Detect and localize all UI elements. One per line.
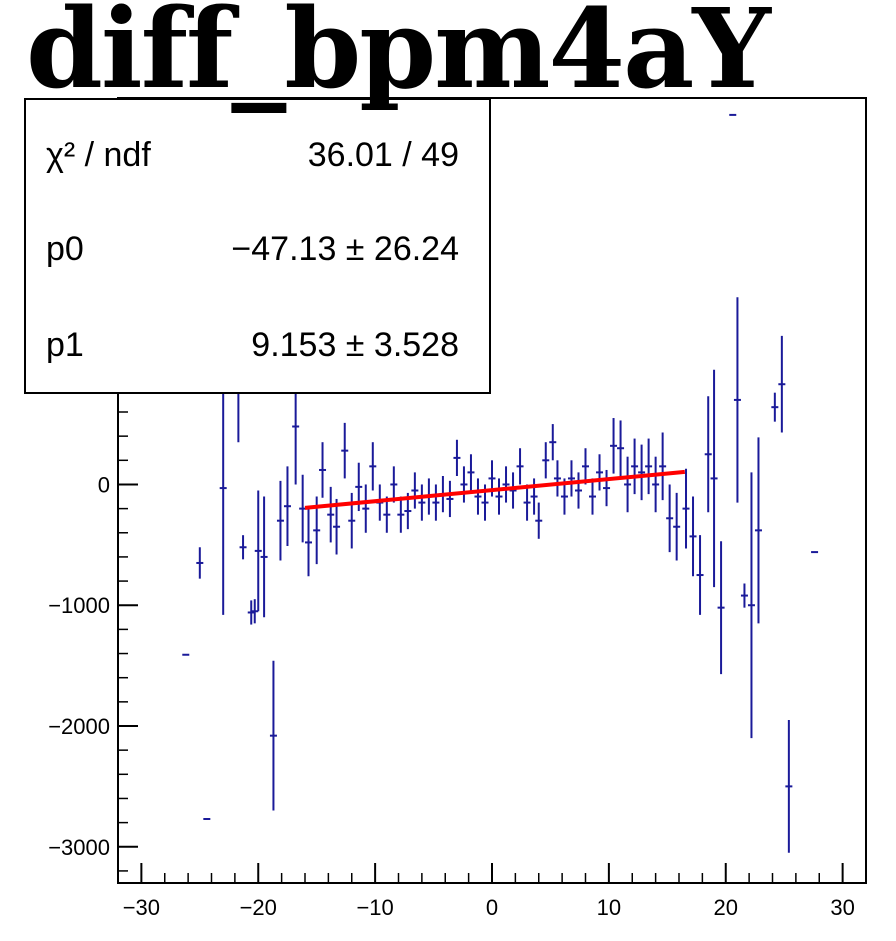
data-point	[582, 448, 589, 485]
data-point	[624, 456, 632, 513]
data-point	[219, 361, 227, 615]
data-point	[362, 484, 370, 533]
data-point	[333, 498, 341, 555]
data-point	[446, 480, 454, 518]
fit-line	[304, 469, 686, 510]
data-point	[610, 418, 618, 474]
data-point	[467, 454, 475, 491]
data-point	[754, 437, 762, 624]
data-point	[397, 496, 405, 533]
y-tick-label: −2000	[48, 714, 110, 739]
data-point	[778, 335, 786, 433]
data-point	[327, 486, 335, 543]
stats-label-chi2: χ² / ndf	[46, 136, 151, 174]
data-point	[567, 460, 575, 497]
data-point	[638, 444, 646, 501]
x-tick-label: 0	[486, 895, 498, 920]
data-point	[549, 424, 557, 461]
data-point	[276, 480, 284, 561]
data-point	[418, 484, 426, 521]
data-point	[260, 496, 268, 618]
data-point	[523, 484, 531, 521]
data-point	[553, 460, 561, 497]
x-tick-label: 30	[830, 895, 854, 920]
data-point	[785, 719, 793, 853]
data-point	[460, 466, 468, 503]
data-point	[733, 297, 741, 503]
data-point	[596, 454, 604, 491]
data-point	[196, 547, 204, 579]
y-tick-label: −3000	[48, 835, 110, 860]
x-tick-label: 10	[597, 895, 621, 920]
y-tick-label: −1000	[48, 593, 110, 618]
data-points	[182, 113, 819, 853]
data-point	[516, 448, 524, 485]
data-point	[383, 496, 391, 533]
data-point	[673, 492, 681, 561]
data-point	[771, 392, 779, 422]
data-point	[509, 472, 517, 509]
stats-row-p0: p0 −47.13 ± 26.24	[46, 230, 459, 270]
stats-label-p1: p1	[46, 326, 84, 364]
data-point	[299, 474, 307, 543]
data-point	[617, 420, 625, 477]
data-point	[589, 478, 597, 515]
data-point	[710, 369, 718, 588]
y-tick-label: 0	[98, 472, 110, 497]
data-point	[319, 442, 327, 498]
stats-label-p0: p0	[46, 230, 84, 268]
data-point	[251, 599, 259, 624]
data-point	[717, 541, 725, 675]
stats-value-chi2: 36.01 / 49	[307, 136, 459, 174]
stats-value-p0: −47.13 ± 26.24	[231, 230, 459, 268]
data-point	[689, 496, 697, 577]
data-point	[341, 422, 349, 479]
data-point	[631, 438, 639, 495]
fit-line-group	[304, 469, 686, 510]
data-point	[453, 439, 461, 477]
data-point	[704, 396, 712, 513]
data-point	[666, 484, 674, 553]
data-point	[740, 583, 748, 608]
data-point	[432, 484, 440, 521]
data-point	[305, 508, 313, 577]
x-tick-label: 20	[714, 895, 738, 920]
data-point	[603, 469, 611, 507]
stats-row-chi2: χ² / ndf 36.01 / 49	[46, 136, 459, 176]
chart-title: diff_bpm4aY	[26, 0, 771, 113]
data-point	[495, 478, 503, 515]
data-point	[269, 660, 277, 811]
data-point	[247, 600, 255, 625]
data-point	[574, 472, 582, 509]
data-point	[696, 535, 704, 615]
data-point	[659, 432, 667, 501]
data-point	[645, 438, 653, 495]
data-point	[542, 442, 550, 479]
stats-value-p1: 9.153 ± 3.528	[251, 326, 459, 364]
x-tick-label: −10	[356, 895, 393, 920]
data-point	[535, 502, 543, 539]
data-point	[239, 535, 247, 560]
stats-row-p1: p1 9.153 ± 3.528	[46, 326, 459, 366]
data-point	[283, 466, 291, 547]
x-tick-label: −30	[123, 895, 160, 920]
data-point	[390, 466, 398, 503]
data-point	[254, 490, 262, 612]
x-tick-label: −20	[240, 895, 277, 920]
data-point	[682, 468, 690, 549]
data-point	[474, 478, 482, 515]
data-point	[747, 472, 755, 739]
data-point	[369, 442, 377, 491]
data-point	[652, 456, 660, 513]
data-point	[411, 472, 419, 509]
stats-box: χ² / ndf 36.01 / 49 p0 −47.13 ± 26.24 p1…	[24, 98, 491, 394]
data-point	[502, 466, 510, 503]
axes: −30 −20 −10 0 10 20 30 −3000 −2000 −1000 0	[48, 97, 867, 920]
